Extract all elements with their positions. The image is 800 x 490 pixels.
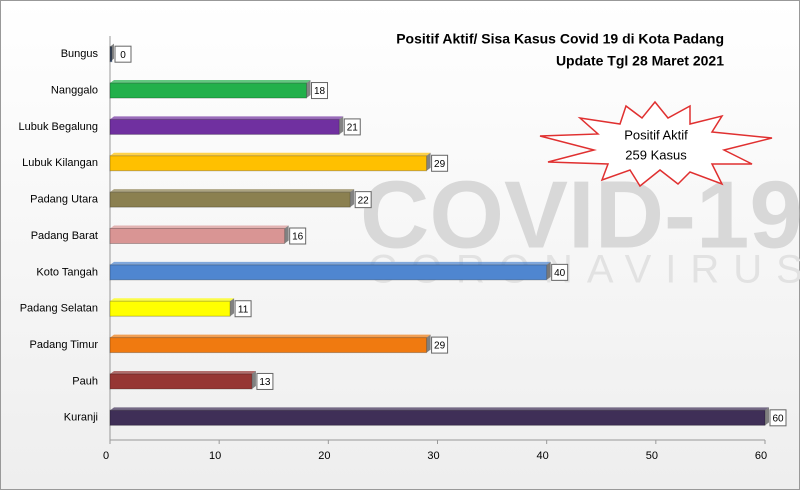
bar-side [110, 43, 114, 62]
bar-side [426, 152, 431, 171]
bar-top [110, 152, 431, 156]
x-tick-label: 30 [427, 450, 439, 462]
value-label-box [289, 227, 307, 245]
bar [109, 264, 548, 281]
value-label: 29 [434, 159, 446, 170]
x-tick-label: 0 [103, 450, 109, 462]
bar [109, 118, 340, 135]
value-label-box [769, 409, 787, 427]
bar [109, 300, 231, 317]
bar-side [284, 225, 289, 244]
y-tick-label: Padang Timur [30, 339, 99, 351]
x-tick-label: 10 [209, 450, 221, 462]
bar-top [110, 298, 235, 302]
y-tick-label: Lubuk Begalung [18, 121, 98, 133]
bar-side [546, 261, 551, 280]
bar-top [110, 370, 256, 374]
y-tick-label: Bungus [61, 48, 99, 60]
y-tick-label: Pauh [72, 375, 98, 387]
starburst [539, 100, 773, 188]
value-label-box [234, 300, 252, 318]
y-tick-label: Padang Selatan [20, 303, 98, 315]
bar-side [339, 116, 344, 135]
bar-side [765, 407, 769, 426]
value-label: 11 [238, 304, 249, 315]
value-label-box [354, 191, 372, 209]
bar [109, 228, 286, 244]
value-label-box [431, 336, 449, 354]
value-label: 22 [358, 195, 370, 206]
value-label: 16 [292, 232, 304, 243]
value-label-box [431, 154, 449, 172]
y-tick-label: Padang Utara [30, 194, 99, 206]
bar-side [230, 298, 235, 317]
value-label-box [311, 82, 328, 100]
bar-top [110, 225, 289, 229]
value-label: 18 [314, 86, 326, 97]
bar [109, 337, 428, 354]
value-label: 13 [259, 377, 271, 388]
bar-side [350, 189, 355, 208]
chart-subtitle: Update Tgl 28 Maret 2021 [556, 53, 724, 69]
watermark-title: COVID-19 [360, 161, 800, 268]
x-tick-label: 50 [646, 450, 658, 462]
value-label: 0 [120, 50, 126, 61]
value-label: 29 [434, 341, 446, 352]
y-tick-label: Kuranji [64, 412, 98, 424]
x-tick-label: 40 [537, 450, 549, 462]
value-label-box [256, 372, 274, 390]
bar [109, 373, 253, 390]
chart-title: Positif Aktif/ Sisa Kasus Covid 19 di Ko… [396, 31, 724, 47]
bar-top [110, 261, 551, 265]
annotation-line: 259 Kasus [625, 147, 687, 162]
value-label: 40 [554, 268, 566, 279]
bar-top [110, 80, 311, 84]
bar-top [110, 334, 431, 338]
bar-top [110, 407, 769, 411]
y-tick-label: Padang Barat [31, 230, 98, 242]
annotation-line: Positif Aktif [624, 127, 688, 142]
bar [109, 191, 351, 208]
bar-top [110, 189, 355, 193]
x-tick-label: 60 [755, 450, 767, 462]
bar-side [306, 80, 311, 99]
bar [109, 82, 307, 99]
y-tick-label: Koto Tangah [36, 266, 98, 278]
x-tick-label: 20 [318, 450, 330, 462]
y-tick-label: Lubuk Kilangan [22, 157, 98, 169]
value-label: 60 [772, 413, 784, 424]
value-label-box [343, 118, 361, 136]
bar-side [426, 334, 431, 353]
bar-top [110, 116, 344, 120]
bar [109, 409, 766, 426]
y-tick-label: Nanggalo [51, 84, 98, 96]
value-label-box [551, 263, 569, 281]
value-label: 21 [347, 123, 359, 134]
bar [109, 155, 428, 172]
value-label-box [114, 45, 132, 63]
bar-side [251, 370, 256, 389]
